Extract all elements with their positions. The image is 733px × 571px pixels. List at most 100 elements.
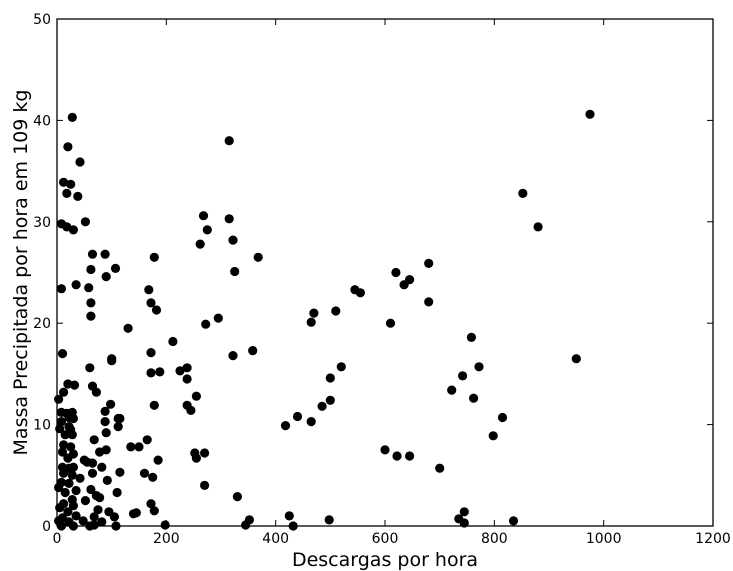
data-point [71,280,81,290]
data-point [57,349,68,359]
data-point [306,417,316,427]
data-point [67,112,77,122]
data-point [73,191,83,201]
data-point [71,485,81,496]
data-point [253,252,263,262]
data-point [128,509,139,519]
data-point [54,394,64,404]
data-point [67,470,77,480]
data-point [182,363,192,373]
data-point [112,487,122,498]
x-tick-label: 800 [481,531,508,547]
x-tick-label: 600 [372,531,399,547]
data-point [292,411,303,422]
data-point [435,463,445,473]
data-point [139,468,150,478]
data-point [97,462,107,472]
data-point [309,308,319,318]
y-axis-title: Massa Precipitada por hora em 109 kg [10,90,32,456]
data-point [466,332,476,342]
x-tick-label: 200 [153,531,180,547]
data-point [168,336,178,347]
data-point [213,313,223,323]
data-point [324,515,334,525]
data-point [93,505,103,515]
data-points [54,109,595,531]
data-point [142,435,152,445]
y-tick-label: 10 [33,418,51,434]
data-point [146,298,156,308]
data-point [100,249,110,259]
x-tick-label: 400 [262,531,289,547]
data-point [355,288,365,298]
data-point [68,501,78,511]
data-point [56,284,66,294]
data-point [87,458,98,468]
y-tick-label: 50 [33,12,51,28]
data-point [115,467,125,477]
x-tick-label: 1000 [586,531,622,547]
data-point [101,272,111,282]
data-point [89,435,99,445]
data-point [75,473,85,483]
y-tick-label: 0 [42,519,51,535]
data-point [54,482,64,493]
data-point [391,267,401,278]
data-point [56,417,66,427]
data-point [75,157,85,167]
data-point [224,136,234,146]
data-point [228,235,238,245]
data-point [518,188,528,198]
data-point [200,480,210,490]
data-point [151,305,162,315]
y-tick-label: 30 [33,215,51,231]
data-point [115,413,125,424]
data-point [80,217,90,227]
data-point [447,385,457,395]
data-point [175,366,185,376]
data-point [200,448,210,458]
data-point [385,318,396,328]
data-point [101,445,111,455]
data-point [146,348,156,358]
x-axis-title: Descargas por hora [292,549,478,571]
data-point [86,264,96,275]
data-point [86,311,96,321]
data-point [497,412,508,423]
data-point [146,368,156,378]
data-point [195,239,205,249]
data-point [59,440,69,450]
data-point [191,391,201,401]
data-point [68,225,78,235]
data-point [325,395,335,405]
y-tick-label: 20 [33,316,51,332]
data-point [317,401,327,411]
y-tick-label: 40 [33,113,51,129]
data-point [106,399,116,409]
data-point [392,451,402,461]
data-point [89,512,99,522]
data-point [95,493,105,503]
data-point [60,487,70,498]
data-point [201,319,211,329]
data-point [458,371,468,381]
data-point [248,346,258,356]
data-point [78,516,88,526]
data-point [66,179,76,189]
data-point [100,417,110,427]
data-point [459,518,469,528]
data-point [469,393,479,403]
data-point [63,142,73,152]
data-point [508,516,519,526]
data-point [488,431,498,441]
data-point [571,354,581,364]
data-point [87,249,98,259]
data-point [533,222,543,232]
data-point [63,507,73,517]
data-point [66,442,76,452]
data-point [230,266,240,277]
data-point [380,445,390,455]
data-point [80,496,90,506]
axis-ticks: 0 200 400 600 800 1000 1200 0 10 20 30 40 50 [33,12,731,547]
data-point [186,405,196,415]
